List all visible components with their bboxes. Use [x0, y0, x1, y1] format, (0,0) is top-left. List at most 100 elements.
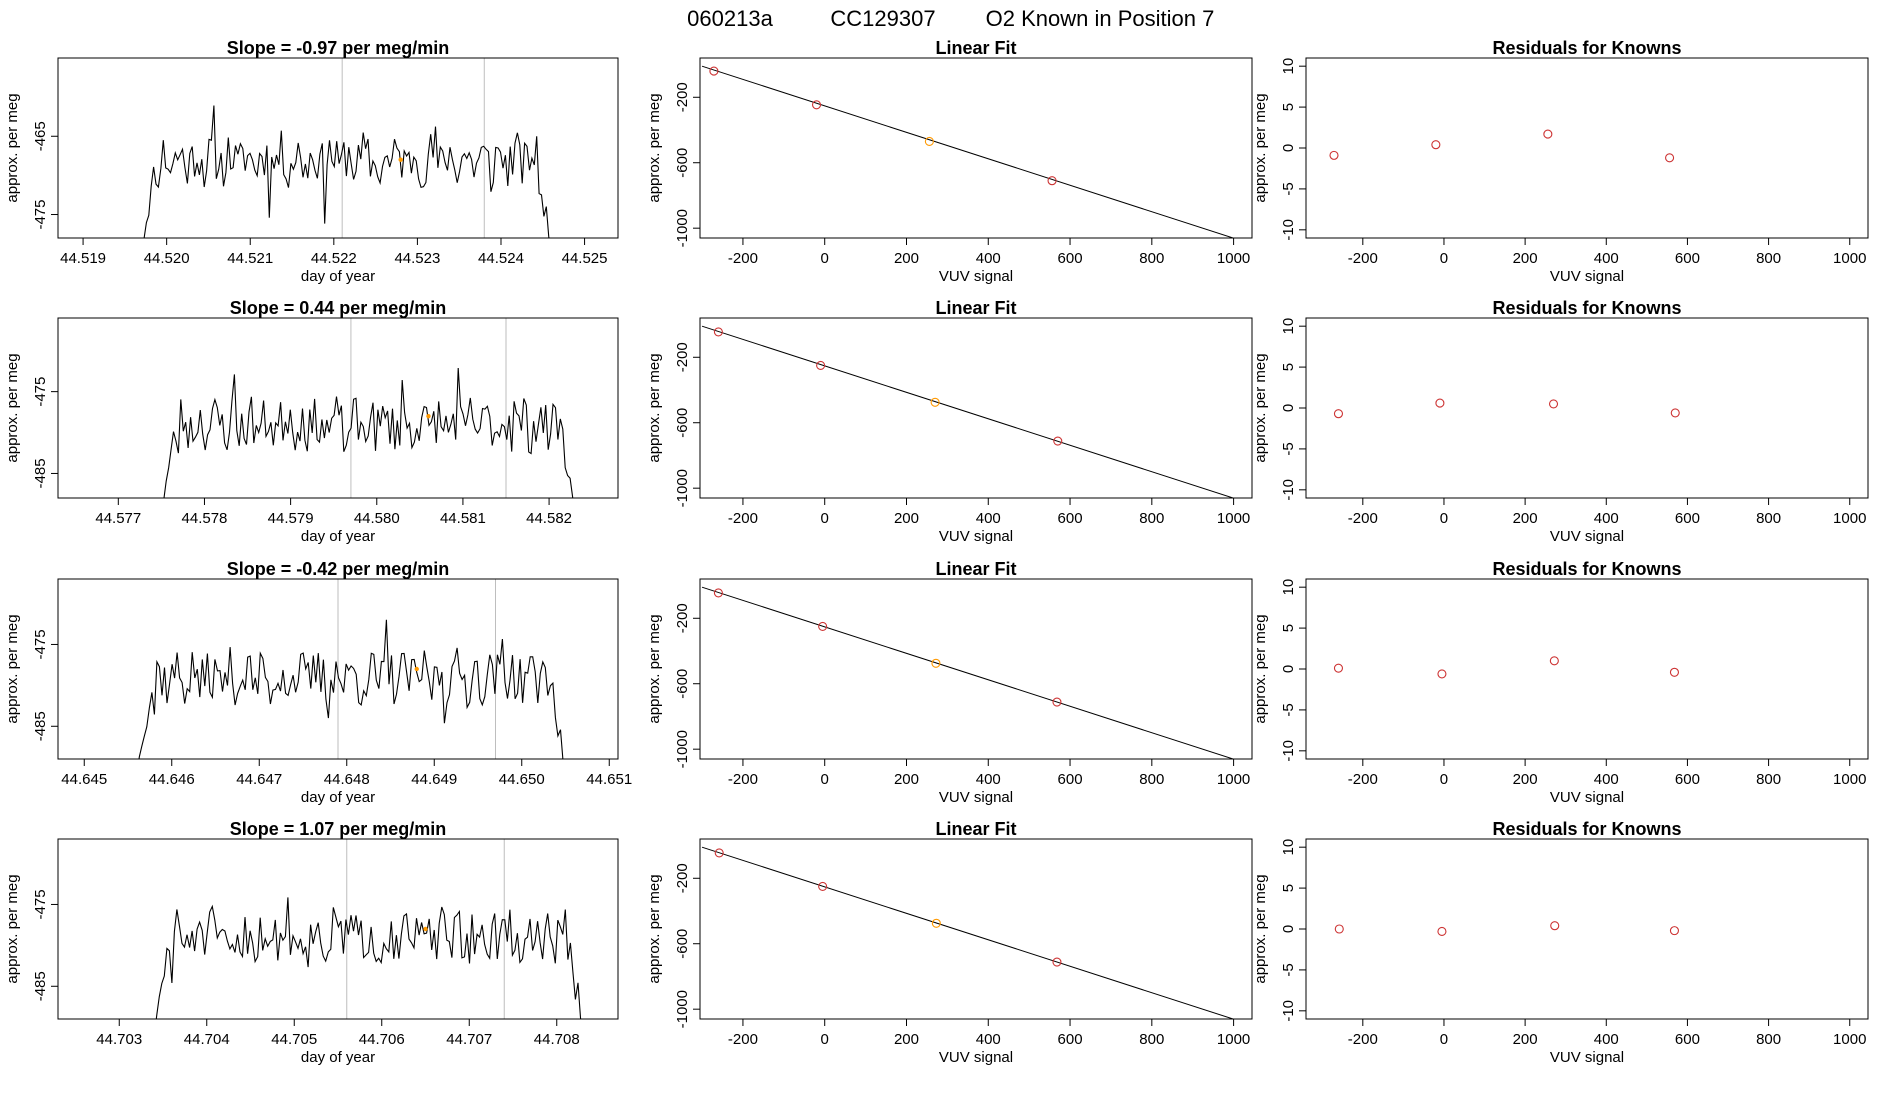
y-tick-label: -5 [1280, 442, 1297, 455]
chart-panel-11: Linear Fit -200 0 200 400 600 800 1000 VUV signa… [646, 819, 1253, 1066]
chart-title: Slope = 1.07 per meg/min [230, 819, 447, 839]
x-tick-label: 400 [976, 771, 1001, 788]
x-axis-label: day of year [301, 789, 375, 806]
data-point [1052, 957, 1062, 967]
x-tick-label: 1000 [1217, 771, 1250, 788]
y-tick-label: -5 [1280, 963, 1297, 976]
x-tick-label: 800 [1756, 250, 1781, 267]
chart-title: Residuals for Knowns [1492, 38, 1681, 58]
y-axis-label: approx. per meg [1252, 353, 1269, 462]
data-point [818, 621, 828, 632]
x-tick-label: 44.578 [182, 510, 228, 527]
y-tick-label: -600 [674, 408, 691, 438]
y-tick-label: 10 [1280, 579, 1297, 596]
x-axis-label: VUV signal [1550, 1049, 1624, 1066]
x-tick-label: 600 [1675, 510, 1700, 527]
x-tick-label: 1000 [1217, 1031, 1250, 1048]
chart-panel-6: Residuals for Knowns-200 0 200 400 600 800 100… [1252, 298, 1869, 545]
x-tick-label: 44.582 [526, 510, 572, 527]
x-tick-label: 400 [976, 1031, 1001, 1048]
plot-data [701, 325, 1235, 498]
x-tick-label: 44.522 [311, 250, 357, 267]
x-tick-label: 0 [821, 510, 829, 527]
chart-title: Linear Fit [935, 819, 1016, 839]
x-tick-label: 1000 [1833, 771, 1866, 788]
y-tick-label: 0 [1280, 665, 1297, 673]
plot-frame [1305, 317, 1869, 499]
data-point [1665, 153, 1675, 163]
x-tick-label: 44.703 [96, 1031, 142, 1048]
plot-frame [1305, 838, 1869, 1020]
time-series-trace [143, 105, 550, 238]
x-tick-label: 0 [1440, 250, 1448, 267]
x-tick-label: 44.524 [478, 250, 524, 267]
x-tick-label: 600 [1675, 250, 1700, 267]
plot-data [1333, 398, 1680, 419]
time-series-marker [423, 926, 428, 932]
y-tick-label: -10 [1280, 1000, 1297, 1022]
x-tick-label: 44.521 [227, 250, 273, 267]
y-tick-label: 0 [1280, 404, 1297, 412]
x-tick-label: 44.706 [359, 1031, 405, 1048]
y-tick-label: 10 [1280, 839, 1297, 856]
data-point [1333, 409, 1344, 419]
y-tick-label: -5 [1280, 182, 1297, 195]
x-tick-label: 1000 [1833, 250, 1866, 267]
data-point [818, 881, 828, 892]
chart-panel-7: Slope = -0.42 per meg/min 44.645 44.646 44.… [4, 559, 632, 806]
x-axis-label: VUV signal [939, 268, 1013, 285]
x-tick-label: 44.650 [499, 771, 545, 788]
fit-line [701, 586, 1235, 759]
time-series-marker [414, 666, 419, 672]
y-axis-label: approx. per meg [646, 614, 663, 723]
plot-data [1334, 921, 1679, 937]
x-tick-label: 44.581 [440, 510, 486, 527]
x-tick-label: 0 [821, 1031, 829, 1048]
x-tick-label: 600 [1675, 771, 1700, 788]
plot-frame [57, 317, 619, 499]
fit-line [701, 65, 1235, 238]
x-tick-label: 44.705 [271, 1031, 317, 1048]
x-tick-label: 800 [1139, 510, 1164, 527]
x-tick-label: -200 [1348, 250, 1378, 267]
x-tick-label: 0 [1440, 510, 1448, 527]
x-tick-label: 600 [1675, 1031, 1700, 1048]
y-tick-label: -1000 [674, 990, 691, 1028]
data-point [816, 360, 826, 371]
x-tick-label: 400 [1594, 510, 1619, 527]
data-point [1669, 926, 1679, 936]
x-tick-label: 0 [821, 250, 829, 267]
y-tick-label: -475 [32, 889, 49, 919]
x-tick-label: 200 [894, 1031, 919, 1048]
y-tick-label: -465 [32, 121, 49, 151]
y-axis-label: approx. per meg [646, 353, 663, 462]
data-point [1550, 921, 1560, 931]
data-point [1052, 697, 1062, 707]
x-tick-label: 200 [1513, 250, 1538, 267]
chart-title: Linear Fit [935, 559, 1016, 579]
chart-panel-8: Linear Fit -200 0 200 400 600 800 1000 VUV signa… [646, 559, 1253, 806]
time-series-marker [398, 157, 403, 162]
x-axis-label: VUV signal [1550, 789, 1624, 806]
data-point [1543, 129, 1553, 139]
chart-title: Linear Fit [935, 298, 1016, 318]
y-tick-label: -200 [674, 82, 691, 112]
x-tick-label: 400 [1594, 250, 1619, 267]
plot-data [701, 65, 1235, 238]
x-tick-label: -200 [728, 1031, 758, 1048]
data-point [1047, 176, 1057, 186]
x-tick-label: 200 [894, 250, 919, 267]
x-tick-label: 44.579 [268, 510, 314, 527]
y-tick-label: 0 [1280, 925, 1297, 933]
x-tick-label: 600 [1058, 510, 1083, 527]
chart-panel-5: Linear Fit -200 0 200 400 600 800 1000 VUV signa… [646, 298, 1253, 545]
x-tick-label: 44.704 [184, 1031, 230, 1048]
data-point [1053, 436, 1063, 446]
data-point [1548, 399, 1559, 409]
chart-panel-2: Linear Fit -200 0 200 400 600 800 1000 VUV signa… [646, 38, 1253, 285]
plot-data [1333, 656, 1679, 679]
y-axis-label: approx. per meg [4, 874, 21, 983]
plot-frame [57, 578, 619, 760]
chart-panel-3: Residuals for Knowns -200 0 200 400 600 800 100… [1252, 38, 1869, 285]
